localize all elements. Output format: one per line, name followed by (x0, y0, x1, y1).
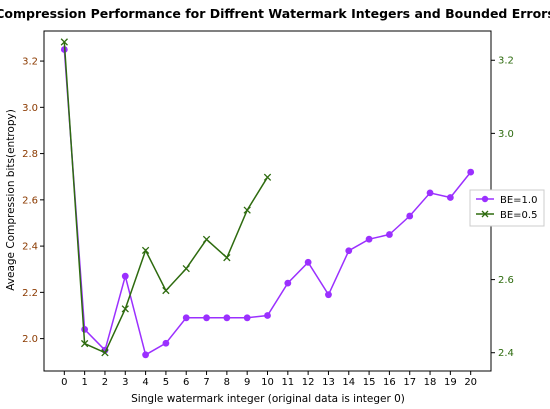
x-tick-label: 4 (142, 377, 148, 388)
data-point-be10 (243, 314, 251, 322)
y-axis-label: Aveage Compression bits(entropy) (5, 109, 17, 291)
data-point-be10 (304, 258, 312, 266)
data-point-be10 (203, 314, 210, 322)
x-tick-label: 16 (383, 377, 396, 388)
legend-label-be05: BE=0.5 (500, 210, 537, 221)
data-point-be10 (142, 351, 149, 359)
series-layer (60, 38, 475, 359)
data-point-be10 (162, 339, 170, 347)
y-left-tick-label: 2.2 (22, 288, 38, 299)
data-point-be10 (426, 189, 434, 197)
y-left-tick-label: 3.2 (22, 57, 38, 68)
data-point-be10 (223, 314, 231, 322)
data-point-be05 (182, 264, 190, 273)
data-point-be10 (182, 314, 190, 322)
y-right-tick-label: 3.2 (498, 56, 514, 67)
y-axis-left: 2.0 2.2 2.4 2.6 2.8 3.0 3.2 (22, 57, 44, 345)
x-tick-label: 1 (81, 377, 87, 388)
y-left-tick-label: 2.6 (22, 195, 38, 206)
x-tick-label: 10 (261, 377, 274, 388)
x-tick-label: 8 (224, 377, 230, 388)
y-left-tick-label: 3.0 (22, 103, 38, 114)
series-line-be05 (63, 41, 269, 354)
x-tick-label: 7 (203, 377, 209, 388)
legend: BE=1.0 BE=0.5 (469, 189, 545, 227)
x-tick-label: 5 (163, 377, 169, 388)
x-axis: 0 1 2 3 4 5 6 7 8 9 10 11 12 13 14 15 16 17 18 19 20 (61, 371, 477, 388)
data-point-be10 (446, 194, 454, 201)
data-point-be05 (243, 206, 251, 214)
y-left-tick-label: 2.8 (22, 149, 38, 160)
x-tick-label: 19 (444, 377, 457, 388)
x-tick-label: 20 (464, 377, 477, 388)
x-tick-label: 11 (281, 377, 294, 388)
x-tick-label: 3 (122, 377, 128, 388)
data-point-be05 (263, 173, 272, 181)
legend-marker-be05 (481, 210, 489, 218)
x-tick-label: 0 (61, 377, 67, 388)
data-point-be05 (80, 339, 89, 348)
chart-title: Compression Performance for Diffrent Wat… (0, 6, 550, 21)
data-point-be10 (121, 272, 129, 280)
data-point-be10 (81, 325, 89, 333)
data-point-be10 (345, 247, 353, 255)
y-right-tick-label: 2.4 (498, 348, 514, 359)
y-right-tick-label: 2.6 (498, 275, 514, 286)
x-tick-label: 2 (102, 377, 108, 388)
legend-marker-be10 (481, 195, 489, 203)
data-point-be10 (406, 212, 414, 220)
data-point-be05 (162, 286, 170, 295)
x-tick-label: 18 (424, 377, 437, 388)
x-tick-label: 15 (363, 377, 376, 388)
x-tick-label: 13 (322, 377, 335, 388)
data-point-be05 (121, 305, 129, 313)
x-tick-label: 9 (244, 377, 250, 388)
data-point-be10 (386, 231, 393, 238)
data-point-be10 (325, 291, 332, 299)
data-point-be05 (141, 246, 150, 255)
x-tick-label: 17 (403, 377, 416, 388)
x-tick-label: 14 (342, 377, 355, 388)
legend-label-be10: BE=1.0 (500, 195, 537, 206)
data-point-be05 (223, 254, 231, 262)
data-point-be05 (101, 349, 109, 357)
data-point-be10 (284, 279, 292, 287)
data-point-be10 (365, 235, 373, 243)
legend-box (469, 189, 545, 227)
data-point-be10 (467, 168, 475, 176)
data-point-be10 (264, 312, 271, 319)
x-tick-label: 12 (302, 377, 315, 388)
y-left-tick-label: 2.4 (22, 242, 38, 253)
x-axis-label: Single watermark integer (original data … (131, 393, 405, 405)
plot-frame (43, 30, 492, 372)
data-point-be05 (60, 38, 68, 46)
x-tick-label: 6 (183, 377, 189, 388)
data-point-be05 (202, 235, 211, 244)
y-left-tick-label: 2.0 (22, 334, 38, 345)
y-right-tick-label: 3.0 (498, 129, 514, 140)
